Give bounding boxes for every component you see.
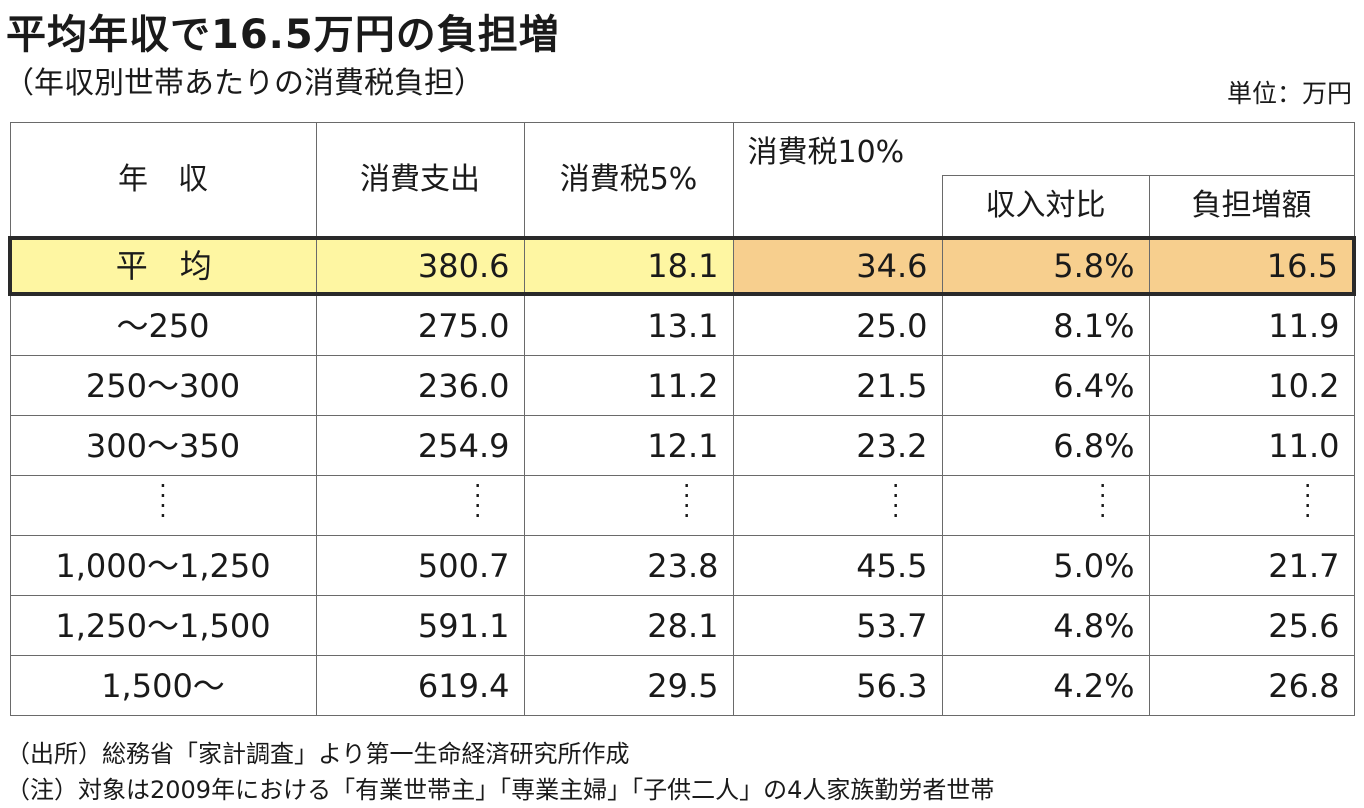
- table-row: 1,500～ 619.4 29.5 56.3 4.2% 26.8: [9, 655, 1355, 716]
- vertical-ellipsis-icon: · · · ·: [682, 475, 691, 530]
- header-tax10: 消費税10%: [732, 122, 1355, 176]
- cell-consumption: 500.7: [315, 535, 525, 596]
- vertical-ellipsis-icon: · · · ·: [159, 475, 167, 530]
- header-tax10-label: 消費税10%: [747, 135, 905, 170]
- vertical-ellipsis-icon: · · · ·: [473, 475, 482, 530]
- vertical-ellipsis-icon: · · · ·: [1303, 475, 1312, 530]
- cell-ratio: 5.0%: [941, 535, 1150, 596]
- table-row: ～250 275.0 13.1 25.0 8.1% 11.9: [9, 293, 1355, 356]
- header-ratio: 収入対比: [941, 175, 1150, 239]
- cell-tax10: 45.5: [732, 535, 943, 596]
- cell-increase: 26.8: [1148, 655, 1355, 716]
- cell-ratio: 4.8%: [941, 595, 1150, 656]
- cell-tax5: 13.1: [523, 293, 734, 356]
- cell-tax5: 18.1: [523, 236, 734, 296]
- header-increase: 負担増額: [1148, 175, 1355, 239]
- cell-income-label: 1,250～1,500: [9, 595, 317, 656]
- cell-tax10: 25.0: [732, 293, 943, 356]
- cell-consumption: 380.6: [315, 236, 525, 296]
- cell-ratio: 4.2%: [941, 655, 1150, 716]
- vertical-ellipsis-icon: · · · ·: [1098, 475, 1107, 530]
- cell-income-label: 1,000～1,250: [9, 535, 317, 596]
- header-row-top: 年 収 消費支出 消費税5% 消費税10%: [9, 122, 1355, 239]
- header-tax10-spacer: [732, 175, 943, 239]
- cell-tax10: 21.5: [732, 355, 943, 416]
- cell-increase: 11.9: [1148, 293, 1355, 356]
- ellipsis-cell: · · · ·: [941, 475, 1150, 536]
- source-note: （出所）総務省「家計調査」より第一生命経済研究所作成: [6, 740, 630, 768]
- header-consumption: 消費支出: [315, 122, 525, 239]
- header-row-sub: 収入対比 負担増額: [10, 175, 1355, 239]
- data-table: 年 収 消費支出 消費税5% 消費税10% 収入対比 負担増額 平 均 380.6…: [8, 122, 1357, 716]
- cell-tax10: 56.3: [732, 655, 943, 716]
- cell-tax5: 28.1: [523, 595, 734, 656]
- cell-income-label: ～250: [9, 293, 317, 356]
- table-row: 300～350 254.9 12.1 23.2 6.8% 11.0: [9, 415, 1355, 476]
- header-income: 年 収: [9, 122, 317, 239]
- ellipsis-cell: · · · ·: [523, 475, 734, 536]
- table-row: 250～300 236.0 11.2 21.5 6.4% 10.2: [9, 355, 1355, 416]
- ellipsis-cell: · · · ·: [1148, 475, 1355, 536]
- cell-increase: 11.0: [1148, 415, 1355, 476]
- cell-tax10: 23.2: [732, 415, 943, 476]
- cell-tax5: 29.5: [523, 655, 734, 716]
- cell-ratio: 6.8%: [941, 415, 1150, 476]
- cell-consumption: 591.1: [315, 595, 525, 656]
- cell-tax5: 11.2: [523, 355, 734, 416]
- cell-ratio: 5.8%: [941, 236, 1150, 296]
- cell-increase: 16.5: [1148, 236, 1357, 296]
- cell-consumption: 254.9: [315, 415, 525, 476]
- cell-income-label: 250～300: [9, 355, 317, 416]
- footnotes: （出所）総務省「家計調査」より第一生命経済研究所作成 （注）対象は2009年にお…: [6, 736, 994, 808]
- cell-tax10: 34.6: [732, 236, 943, 296]
- cell-income-label: 平 均: [8, 236, 317, 296]
- ellipsis-cell: · · · ·: [732, 475, 943, 536]
- cell-consumption: 619.4: [315, 655, 525, 716]
- cell-ratio: 6.4%: [941, 355, 1150, 416]
- target-note: （注）対象は2009年における「有業世帯主」「専業主婦」「子供二人」の4人家族勤…: [6, 776, 995, 804]
- average-row: 平 均 380.6 18.1 34.6 5.8% 16.5: [8, 236, 1357, 296]
- cell-tax10: 53.7: [732, 595, 943, 656]
- cell-consumption: 236.0: [315, 355, 525, 416]
- ellipsis-cell: · · · ·: [9, 475, 317, 536]
- cell-consumption: 275.0: [315, 293, 525, 356]
- table-row: 1,000～1,250 500.7 23.8 45.5 5.0% 21.7: [9, 535, 1355, 596]
- chart-title: 平均年収で16.5万円の負担増: [6, 12, 560, 58]
- cell-ratio: 8.1%: [941, 293, 1150, 356]
- table-body: 年 収 消費支出 消費税5% 消費税10% 収入対比 負担増額 平 均 380.6…: [8, 122, 1357, 716]
- cell-increase: 25.6: [1148, 595, 1355, 656]
- ellipsis-row: · · · · · · · · · · · · · · · · · · · · · · · ·: [9, 475, 1355, 536]
- chart-subtitle: （年収別世帯あたりの消費税負担）: [4, 66, 484, 101]
- vertical-ellipsis-icon: · · · ·: [891, 475, 900, 530]
- cell-increase: 10.2: [1148, 355, 1355, 416]
- table-row: 1,250～1,500 591.1 28.1 53.7 4.8% 25.6: [9, 595, 1355, 656]
- cell-tax5: 23.8: [523, 535, 734, 596]
- ellipsis-cell: · · · ·: [315, 475, 525, 536]
- cell-tax5: 12.1: [523, 415, 734, 476]
- cell-income-label: 300～350: [9, 415, 317, 476]
- cell-income-label: 1,500～: [9, 655, 317, 716]
- header-tax5: 消費税5%: [523, 122, 734, 239]
- cell-increase: 21.7: [1148, 535, 1355, 596]
- unit-label: 単位：万円: [1226, 79, 1352, 108]
